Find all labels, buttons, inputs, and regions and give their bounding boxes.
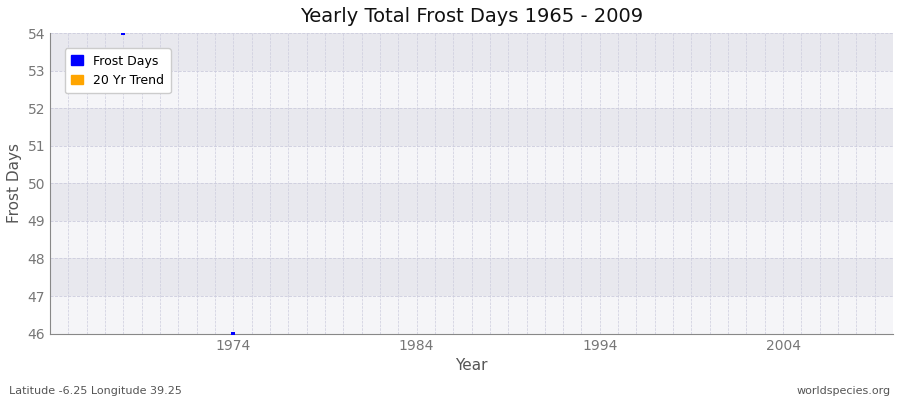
Point (226, 330, 240, 337)
Text: worldspecies.org: worldspecies.org (796, 386, 891, 396)
Point (61, 68, 76, 74)
Title: Yearly Total Frost Days 1965 - 2009: Yearly Total Frost Days 1965 - 2009 (300, 7, 644, 26)
Y-axis label: Frost Days: Frost Days (7, 143, 22, 223)
Bar (50, 71, 893, 108)
Point (116, 30, 130, 36)
X-axis label: Year: Year (455, 358, 488, 373)
Bar (50, 258, 893, 296)
Bar (50, 33, 893, 71)
Bar (50, 221, 893, 258)
Text: Latitude -6.25 Longitude 39.25: Latitude -6.25 Longitude 39.25 (9, 386, 182, 396)
Bar (50, 183, 893, 221)
Bar (50, 108, 893, 146)
Bar (50, 296, 893, 334)
Bar (50, 146, 893, 183)
Legend: Frost Days, 20 Yr Trend: Frost Days, 20 Yr Trend (65, 48, 171, 93)
